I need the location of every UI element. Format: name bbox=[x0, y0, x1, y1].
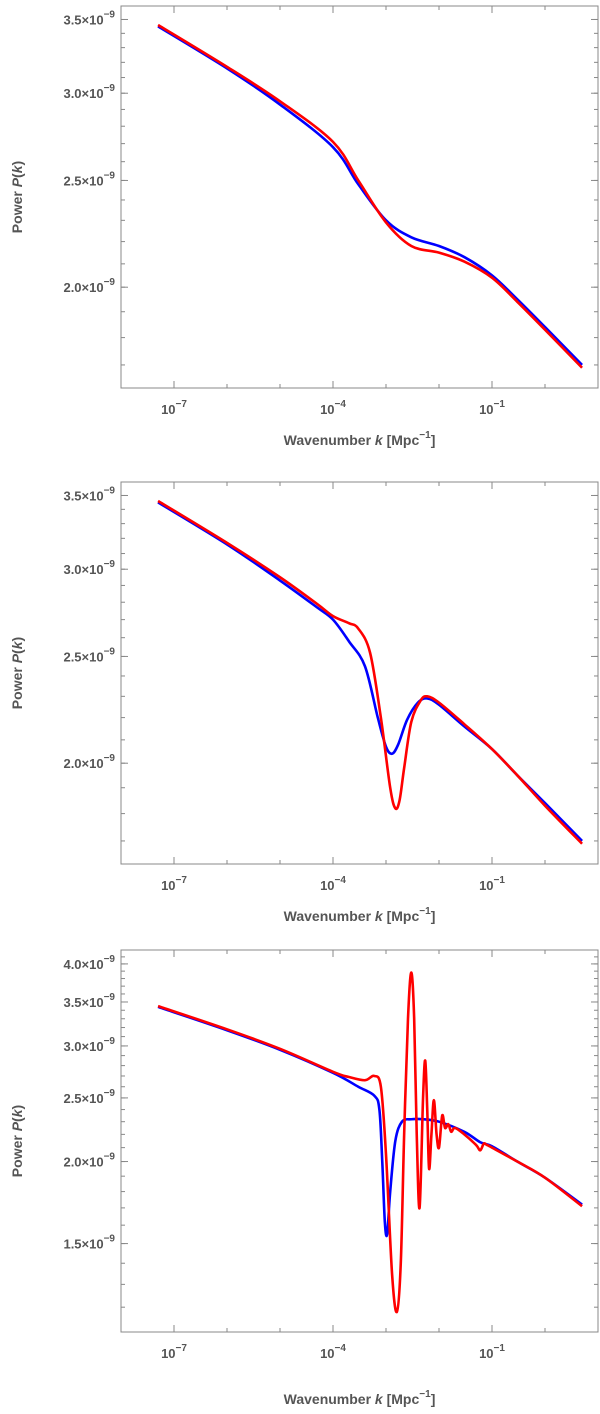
plot-frame bbox=[120, 949, 599, 1333]
red-series-line bbox=[157, 499, 583, 845]
chart-panel-3: 10−7 10−4 10−1 1.5×10−9 2.0×10−9 2.5×10−9 3.0×… bbox=[0, 944, 600, 1414]
x-axis-title: Wavenumber k [Mpc−1] bbox=[284, 906, 436, 924]
x-axis-title: Wavenumber k [Mpc−1] bbox=[284, 430, 436, 448]
chart-panel-2: 10−7 10−4 10−1 2.0×10−9 2.5×10−9 3.0×10−9 3.5×… bbox=[0, 476, 600, 946]
y-axis-title: Power P(k) bbox=[9, 161, 25, 233]
y-tick-label: 4.0×10−9 bbox=[63, 954, 115, 972]
x-tick-label: 10−4 bbox=[320, 875, 346, 893]
x-tick-label: 10−7 bbox=[161, 399, 187, 417]
y-tick-label: 3.0×10−9 bbox=[63, 83, 115, 101]
red-series-line bbox=[157, 971, 583, 1314]
y-tick-label: 3.0×10−9 bbox=[63, 1036, 115, 1054]
blue-series-line bbox=[157, 501, 583, 842]
blue-series-line bbox=[157, 1005, 583, 1238]
y-tick-label: 3.5×10−9 bbox=[63, 992, 115, 1010]
y-tick-label: 3.5×10−9 bbox=[63, 9, 115, 27]
y-tick-label: 2.5×10−9 bbox=[63, 1088, 115, 1106]
x-tick-label: 10−7 bbox=[161, 875, 187, 893]
x-tick-label: 10−1 bbox=[479, 399, 505, 417]
chart-panel-1: 10−7 10−4 10−1 2.0×10−9 2.5×10−9 3.0×10−9 3.5×… bbox=[0, 0, 600, 470]
x-tick-label: 10−7 bbox=[161, 1343, 187, 1361]
y-tick-label: 2.5×10−9 bbox=[63, 646, 115, 664]
y-axis-title: Power P(k) bbox=[9, 637, 25, 709]
power-spectrum-chart-2: 10−7 10−4 10−1 2.0×10−9 2.5×10−9 3.0×10−9 3.5×… bbox=[9, 481, 599, 924]
x-tick-label: 10−4 bbox=[320, 1343, 346, 1361]
y-tick-label: 2.0×10−9 bbox=[63, 753, 115, 771]
x-tick-label: 10−1 bbox=[479, 1343, 505, 1361]
y-tick-label: 2.0×10−9 bbox=[63, 1152, 115, 1170]
plot-frame bbox=[120, 5, 599, 389]
x-tick-label: 10−1 bbox=[479, 875, 505, 893]
y-axis-title: Power P(k) bbox=[9, 1105, 25, 1177]
y-tick-label: 3.0×10−9 bbox=[63, 559, 115, 577]
y-tick-label: 1.5×10−9 bbox=[63, 1234, 115, 1252]
y-tick-label: 2.0×10−9 bbox=[63, 277, 115, 295]
plot-frame bbox=[120, 481, 599, 865]
x-axis-title: Wavenumber k [Mpc−1] bbox=[284, 1389, 436, 1407]
y-tick-label: 2.5×10−9 bbox=[63, 170, 115, 188]
y-tick-label: 3.5×10−9 bbox=[63, 485, 115, 503]
red-series-line bbox=[157, 23, 583, 369]
power-spectrum-chart-1: 10−7 10−4 10−1 2.0×10−9 2.5×10−9 3.0×10−9 3.5×… bbox=[9, 5, 599, 448]
blue-series-line bbox=[157, 25, 583, 366]
x-tick-label: 10−4 bbox=[320, 399, 346, 417]
power-spectrum-chart-3: 10−7 10−4 10−1 1.5×10−9 2.0×10−9 2.5×10−9 3.0×… bbox=[9, 949, 599, 1407]
